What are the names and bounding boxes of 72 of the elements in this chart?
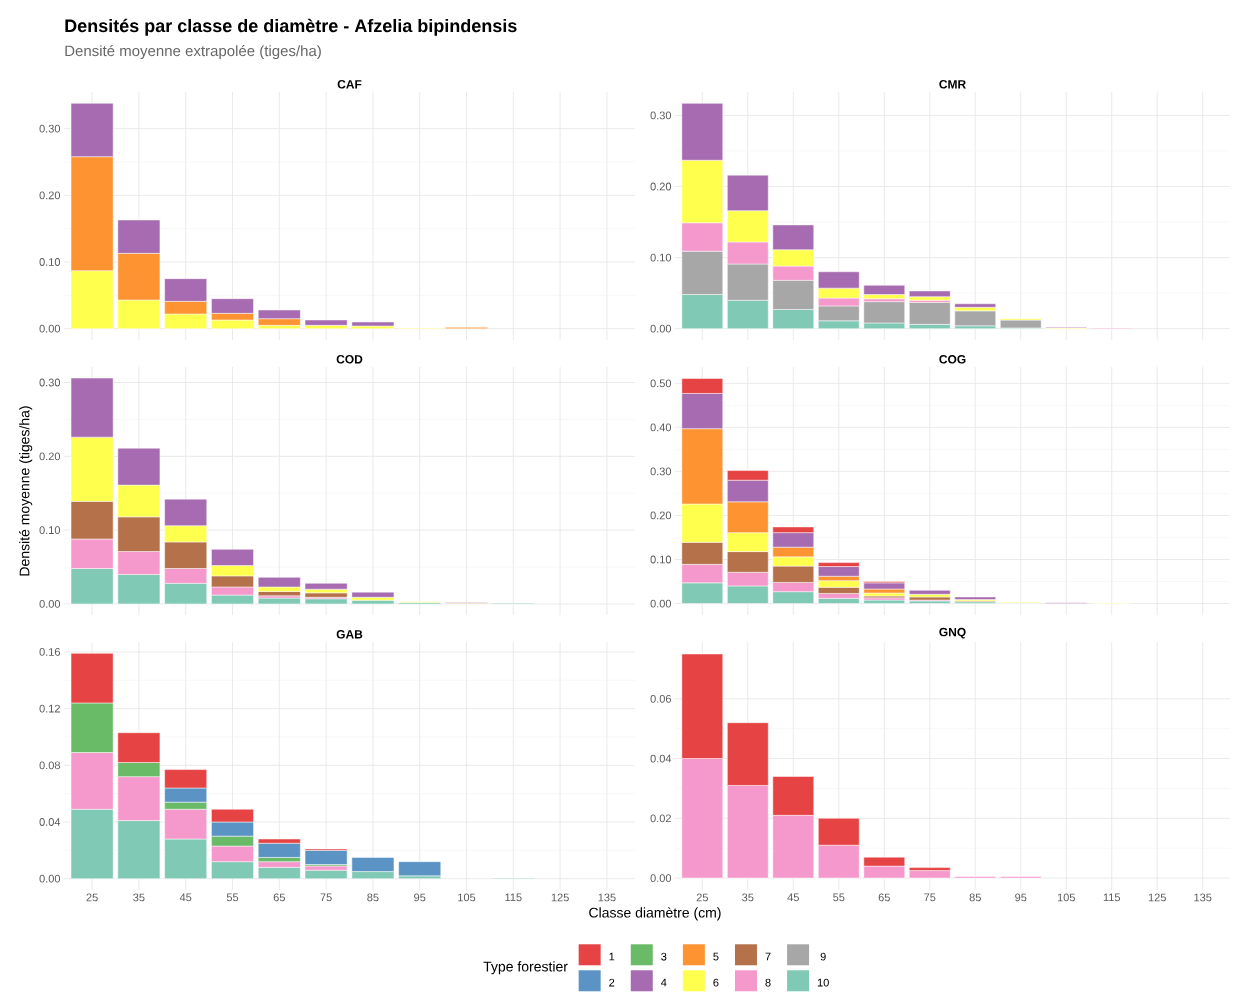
y-tick-label: 0.50 bbox=[650, 379, 672, 388]
legend-label: 1 bbox=[609, 952, 615, 961]
x-tick-label: 135 bbox=[1194, 893, 1212, 902]
legend-label: 6 bbox=[713, 978, 719, 987]
x-tick-label: 45 bbox=[179, 893, 192, 902]
x-tick-label: 125 bbox=[1148, 893, 1166, 902]
y-tick-label: 0.30 bbox=[650, 111, 672, 120]
x-tick-label: 25 bbox=[696, 893, 708, 902]
x-tick-label: 35 bbox=[133, 893, 145, 902]
text: Densités par classe de diamètre - Afzelia bipindensis bbox=[65, 18, 517, 36]
legend-label: 3 bbox=[661, 952, 667, 961]
x-tick-label: 125 bbox=[551, 893, 569, 902]
x-tick-label: 95 bbox=[414, 893, 426, 902]
x-tick-label: 45 bbox=[787, 893, 799, 902]
y-tick-label: 0.00 bbox=[650, 874, 672, 882]
y-tick-label: 0.00 bbox=[39, 324, 61, 333]
y-tick-label: 0.04 bbox=[39, 818, 61, 826]
x-axis-title: Classe diamètre (cm) bbox=[589, 907, 721, 921]
legend-label: 9 bbox=[820, 952, 826, 961]
legend-label: 8 bbox=[765, 978, 771, 987]
y-tick-label: 0.10 bbox=[650, 253, 672, 262]
x-tick-label: 115 bbox=[505, 893, 522, 902]
y-tick-label: 0.30 bbox=[39, 124, 61, 133]
y-tick-label: 0.08 bbox=[39, 761, 60, 770]
y-tick-label: 0.20 bbox=[650, 182, 672, 191]
x-tick-label: 55 bbox=[226, 893, 239, 902]
y-tick-label: 0.06 bbox=[650, 694, 672, 703]
y-tick-label: 0.30 bbox=[650, 467, 672, 476]
legend-title: Type forestier bbox=[483, 961, 568, 975]
x-tick-label: 105 bbox=[1057, 893, 1075, 902]
legend-label: 7 bbox=[765, 952, 771, 961]
x-tick-label: 75 bbox=[320, 893, 332, 902]
y-tick-label: 0.30 bbox=[39, 378, 61, 387]
x-tick-label: 75 bbox=[924, 893, 936, 902]
legend-label: 4 bbox=[661, 978, 667, 987]
text: Densité moyenne extrapolée (tiges/ha) bbox=[65, 44, 321, 60]
x-tick-label: 135 bbox=[598, 893, 616, 902]
y-tick-label: 0.00 bbox=[650, 324, 672, 333]
x-tick-label: 35 bbox=[742, 893, 754, 902]
x-tick-label: 25 bbox=[86, 893, 98, 902]
x-tick-label: 95 bbox=[1015, 893, 1027, 902]
chart-title: GAB bbox=[336, 630, 363, 639]
y-tick-label: 0.00 bbox=[39, 874, 61, 883]
y-tick-label: 0.04 bbox=[650, 754, 672, 763]
legend-label: 5 bbox=[713, 952, 719, 961]
y-tick-label: 0.00 bbox=[650, 599, 672, 608]
x-tick-label: 115 bbox=[1103, 893, 1121, 902]
legend-label: 10 bbox=[817, 978, 829, 987]
y-tick-label: 0.16 bbox=[39, 648, 60, 656]
y-tick-label: 0.10 bbox=[650, 555, 672, 564]
x-tick-label: 55 bbox=[833, 893, 845, 902]
y-tick-label: 0.12 bbox=[39, 704, 60, 713]
y-tick-label: 0.10 bbox=[39, 258, 61, 266]
x-tick-label: 105 bbox=[458, 893, 476, 902]
chart-title: GNQ bbox=[939, 627, 966, 639]
y-tick-label: 0.00 bbox=[39, 600, 61, 608]
legend-label: 2 bbox=[609, 978, 615, 987]
y-tick-label: 0.02 bbox=[650, 814, 671, 823]
y-tick-label: 0.10 bbox=[39, 526, 61, 535]
x-tick-label: 85 bbox=[367, 893, 379, 902]
chart-title: COG bbox=[939, 355, 966, 364]
y-tick-label: 0.20 bbox=[650, 511, 672, 520]
x-tick-label: 85 bbox=[969, 893, 981, 902]
chart-title: CAF bbox=[337, 80, 362, 89]
chart-title: COD bbox=[336, 355, 363, 364]
y-axis-title: Densité moyenne (tiges/ha) bbox=[19, 406, 33, 576]
x-tick-label: 65 bbox=[273, 893, 285, 902]
y-tick-label: 0.40 bbox=[650, 423, 672, 432]
y-tick-label: 0.20 bbox=[39, 191, 61, 200]
y-tick-label: 0.20 bbox=[39, 452, 61, 461]
chart-title: CMR bbox=[939, 80, 966, 89]
x-tick-label: 65 bbox=[878, 893, 890, 902]
